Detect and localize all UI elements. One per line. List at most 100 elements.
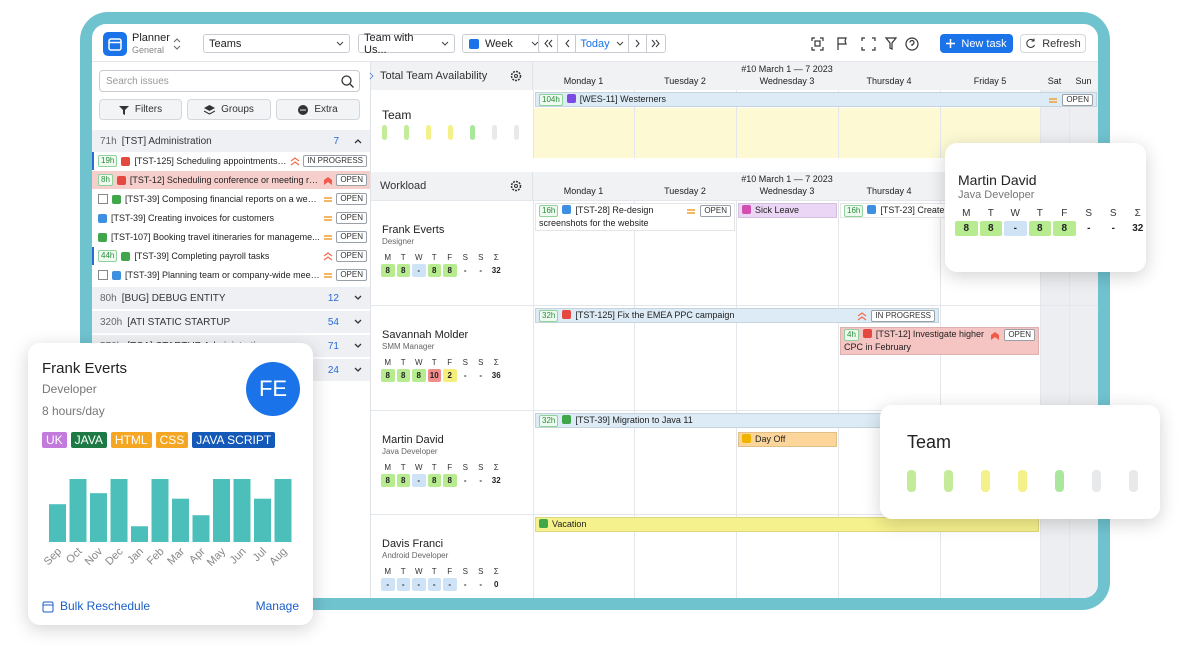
chevrons [858, 311, 867, 321]
scan-icon[interactable] [811, 37, 824, 51]
issue-row[interactable]: 44h [TST-39] Completing payroll tasks OPEN [92, 247, 370, 265]
filters-button[interactable]: Filters [99, 99, 182, 120]
day-hours: 8 [1028, 221, 1051, 236]
group-name: [ATI STATIC STARTUP [127, 316, 231, 328]
refresh-button[interactable]: Refresh [1020, 34, 1086, 53]
toolbar-icons [811, 37, 919, 51]
profile-capacity: 8 hours/day [42, 404, 105, 418]
team-select[interactable]: Teams [203, 34, 350, 53]
availability-pill [514, 125, 519, 140]
column-line [533, 305, 534, 410]
event-hours: 16h [844, 205, 864, 217]
event-hours: 32h [539, 310, 559, 322]
availability-pill [1129, 470, 1138, 492]
chevron-path [354, 367, 362, 372]
expand-icon[interactable] [861, 37, 876, 51]
text: Bulk Reschedule [60, 599, 151, 613]
manage-link[interactable]: Manage [255, 599, 299, 613]
day-hours: 32 [491, 266, 501, 275]
day-hours: - [396, 578, 410, 591]
date-nav[interactable]: Today [538, 34, 666, 53]
expand-box[interactable] [98, 194, 108, 204]
new-task-button[interactable]: New task [940, 34, 1013, 53]
event[interactable]: IN PROGRESS 32h [TST-125] Fix the EMEA PPC… [535, 308, 939, 323]
issue-row[interactable]: 19h [TST-125] Scheduling appointments f..… [92, 152, 370, 170]
last-button[interactable] [646, 35, 665, 52]
event[interactable]: OPEN 4h [TST-12] Investigate higher CPC in… [840, 327, 1039, 355]
issue-row[interactable]: [TST-39] Composing financial reports on … [92, 190, 370, 208]
chevron[interactable] [172, 37, 182, 51]
filter-icon[interactable] [884, 37, 898, 50]
help-icon[interactable] [905, 37, 919, 51]
issue-row[interactable]: [TST-39] Planning team or company-wide m… [92, 266, 370, 284]
column-line [838, 200, 839, 305]
event[interactable]: OPEN 104h [WES-11] Westerners [535, 92, 1097, 107]
prev-button[interactable] [556, 35, 576, 52]
user-select[interactable]: Team with Us... [358, 32, 455, 56]
today-button[interactable]: Today [575, 35, 627, 52]
chevron[interactable] [354, 295, 362, 301]
group-row[interactable]: 80h [BUG] DEBUG ENTITY 12 [92, 287, 370, 309]
availability-pill [981, 470, 990, 492]
event-hours: 104h [539, 94, 563, 106]
day-hours: 0 [494, 580, 499, 589]
column-line [940, 200, 941, 305]
event-meta: OPEN [990, 329, 1035, 341]
issue-title: [TST-39] Composing financial reports on … [125, 194, 321, 204]
lines [687, 208, 696, 214]
chevron[interactable] [354, 138, 362, 144]
skill-tag: HTML [110, 432, 152, 448]
search-box[interactable]: Search issues [99, 70, 360, 92]
next-button[interactable] [627, 35, 647, 52]
day-letter: M [962, 208, 971, 219]
day-name: Wednesday 3 [759, 76, 815, 86]
issue-row[interactable]: 8h [TST-12] Scheduling conference or meet… [92, 171, 370, 189]
day-letter: F [447, 567, 453, 576]
first-button[interactable] [539, 35, 557, 52]
group-name: [BUG] DEBUG ENTITY [121, 292, 226, 304]
view-select[interactable]: Week [462, 34, 545, 53]
chevron[interactable] [354, 367, 362, 373]
settings-icon[interactable] [510, 180, 522, 192]
event[interactable]: Vacation [535, 517, 1039, 532]
column-line [838, 305, 839, 410]
extra-button[interactable]: Extra [276, 99, 360, 120]
day-hours: 8 [396, 264, 410, 277]
bulk-reschedule-link[interactable]: Bulk Reschedule [42, 599, 150, 613]
type-icon [112, 270, 121, 280]
person-role: Java Developer [958, 189, 1035, 201]
type-icon [742, 434, 751, 443]
bar [254, 498, 271, 542]
chevron[interactable] [354, 319, 362, 325]
day-letter: S [478, 567, 484, 576]
person-name: Martin David [958, 172, 1037, 188]
status-badge: OPEN [1004, 329, 1035, 341]
group-row[interactable]: 71h [TST] Administration 7 [92, 130, 370, 152]
issue-hours: 8h [98, 174, 113, 186]
column-line [533, 514, 534, 598]
gear-inner [514, 184, 518, 188]
expand-box[interactable] [98, 270, 108, 280]
group-row[interactable]: 320h [ATI STATIC STARTUP 54 [92, 311, 370, 333]
app-icon[interactable] [103, 32, 127, 56]
priority-icon [324, 234, 333, 240]
event[interactable]: Day Off [738, 432, 837, 447]
day-name: Sun [1075, 76, 1092, 86]
day-letter: S [478, 463, 484, 472]
month-label: Mar [165, 545, 187, 567]
day-letter: T [431, 463, 437, 472]
groups-button[interactable]: Groups [187, 99, 271, 120]
flag-icon[interactable] [837, 37, 847, 50]
chevron[interactable] [354, 343, 362, 349]
event[interactable]: Sick Leave [738, 203, 837, 218]
issue-row[interactable]: [TST-107] Booking travel itineraries for… [92, 228, 370, 246]
status-badge: OPEN [336, 212, 367, 224]
lines [324, 215, 333, 221]
issue-row[interactable]: [TST-39] Creating invoices for customers… [92, 209, 370, 227]
day-hours: 32 [491, 476, 501, 485]
settings-icon[interactable] [510, 70, 522, 82]
bar [131, 526, 148, 542]
event[interactable]: OPEN 16h [TST-28] Re-design screenshots fo… [535, 203, 735, 231]
day-hours: 8 [1053, 221, 1076, 236]
column-line [1069, 305, 1070, 410]
